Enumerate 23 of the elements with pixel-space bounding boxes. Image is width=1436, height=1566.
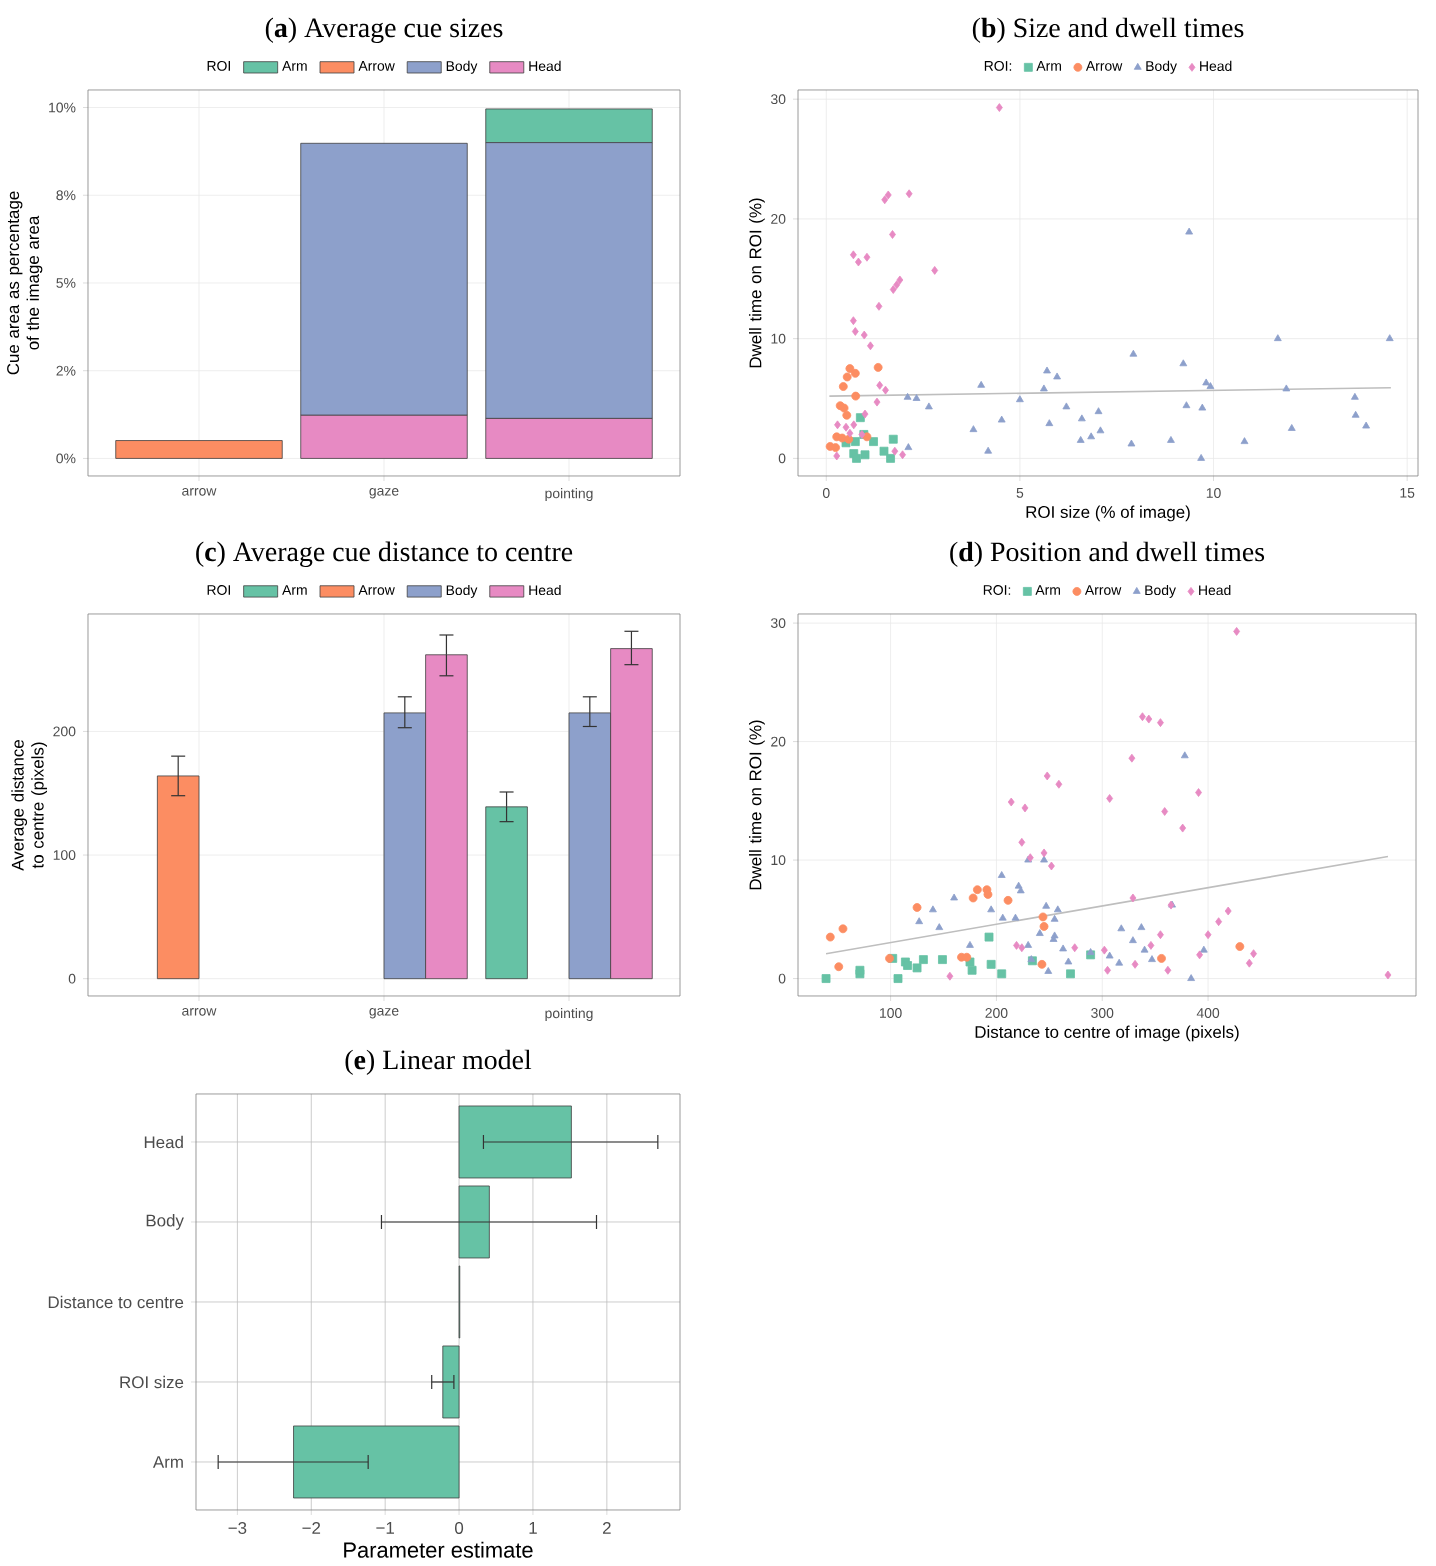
x-tick-label: −3 <box>228 1522 247 1534</box>
x-axis-title: Parameter estimate <box>344 1541 533 1558</box>
chart-title: (c) Average cue distance to centre <box>196 541 573 567</box>
y-tick-label: Distance to centre <box>48 1295 184 1309</box>
chart-title: (a) Average cue sizes <box>265 17 503 43</box>
x-tick-label: 1 <box>529 1522 537 1534</box>
chart-title: (e) Linear model <box>345 1049 532 1075</box>
x-axis-title: Distance to centre of image (pixels) <box>975 1025 1239 1042</box>
chart-title: (d) Position and dwell times <box>950 541 1265 567</box>
x-tick-label: −2 <box>302 1522 321 1534</box>
x-tick-label: 2 <box>602 1522 611 1534</box>
y-axis-title: Dwell time on ROI (%) <box>748 720 765 890</box>
x-tick-label: 0 <box>455 1522 464 1534</box>
y-axis-title: Average distance to centre (pixels) <box>11 740 47 871</box>
x-axis-title: ROI size (% of image) <box>1026 505 1190 522</box>
y-tick-label: ROI size <box>120 1375 184 1389</box>
x-tick-label: −1 <box>376 1522 394 1534</box>
y-tick-label: Head <box>144 1135 183 1149</box>
chart-title: (b) Size and dwell times <box>972 17 1244 43</box>
y-axis-title: Dwell time on ROI (%) <box>748 198 765 368</box>
y-axis-title: Cue area as percentage of the image area <box>7 191 43 375</box>
y-tick-label: Arm <box>152 1456 183 1468</box>
y-tick-label: Body <box>146 1214 184 1230</box>
